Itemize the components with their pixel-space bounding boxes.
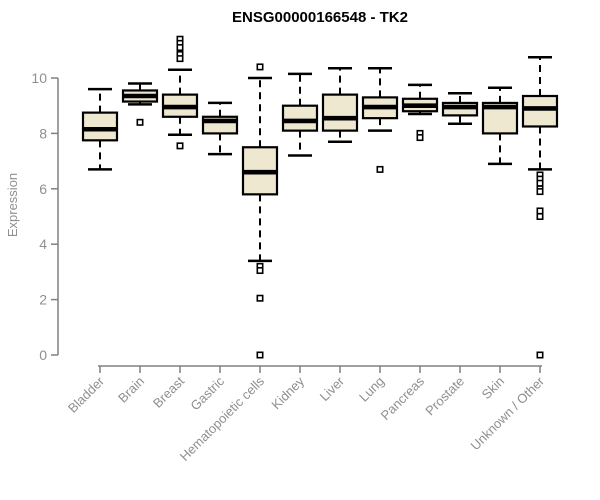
outlier-unknown-other-7 xyxy=(536,351,544,359)
x-tick-label-lung: Lung xyxy=(356,374,387,405)
x-tick-label-pancreas: Pancreas xyxy=(378,373,428,423)
outlier-brain-0 xyxy=(136,118,144,126)
box-kidney xyxy=(281,104,319,132)
outlier-unknown-other-6 xyxy=(536,213,544,221)
y-tick-label-10: 10 xyxy=(31,70,47,86)
box-liver xyxy=(321,93,359,132)
x-tick-label-skin: Skin xyxy=(479,374,507,402)
outlier-breast-2 xyxy=(176,44,184,52)
x-tick-label-prostate: Prostate xyxy=(422,374,467,419)
outlier-breast-5 xyxy=(176,142,184,150)
chart-title: ENSG00000166548 - TK2 xyxy=(232,9,408,26)
boxplot-kidney xyxy=(281,72,319,157)
outlier-hematopoietic-cells-2 xyxy=(256,267,264,275)
boxplot-bladder xyxy=(81,87,119,171)
outlier-hematopoietic-cells-4 xyxy=(256,351,264,359)
boxplot-lung xyxy=(361,67,399,173)
boxplot-pancreas xyxy=(401,83,439,142)
boxplot-brain xyxy=(121,82,159,126)
boxplot-gastric xyxy=(201,101,239,156)
box-unknown-other xyxy=(521,94,559,128)
y-tick-label-6: 6 xyxy=(39,181,47,197)
boxplot-hematopoietic-cells xyxy=(241,63,279,359)
x-tick-label-brain: Brain xyxy=(115,374,147,406)
outlier-pancreas-1 xyxy=(416,134,424,142)
boxplot-skin xyxy=(481,86,519,166)
outlier-unknown-other-5 xyxy=(536,207,544,215)
outlier-hematopoietic-cells-0 xyxy=(256,63,264,71)
boxplot-breast xyxy=(161,35,199,150)
y-axis-label: Expression xyxy=(5,173,20,237)
outlier-unknown-other-4 xyxy=(536,188,544,196)
boxplot-prostate xyxy=(441,91,479,125)
outlier-breast-4 xyxy=(176,55,184,63)
outlier-unknown-other-2 xyxy=(536,179,544,187)
box-bladder xyxy=(81,111,119,142)
x-tick-label-bladder: Bladder xyxy=(65,373,108,416)
boxplot-unknown-other xyxy=(521,55,559,359)
y-tick-label-8: 8 xyxy=(39,125,47,141)
x-tick-label-kidney: Kidney xyxy=(268,373,307,412)
outlier-lung-0 xyxy=(376,165,384,173)
boxplot-liver xyxy=(321,67,359,143)
x-tick-label-breast: Breast xyxy=(150,373,187,410)
y-tick-label-4: 4 xyxy=(39,236,47,252)
plot-area xyxy=(81,35,559,359)
y-tick-label-2: 2 xyxy=(39,292,47,308)
outlier-hematopoietic-cells-3 xyxy=(256,294,264,302)
y-axis: 0 2 4 6 8 10 xyxy=(31,70,59,363)
y-tick-label-0: 0 xyxy=(39,347,47,363)
x-tick-label-unknown-other: Unknown / Other xyxy=(468,373,548,453)
x-tick-label-liver: Liver xyxy=(317,373,348,404)
